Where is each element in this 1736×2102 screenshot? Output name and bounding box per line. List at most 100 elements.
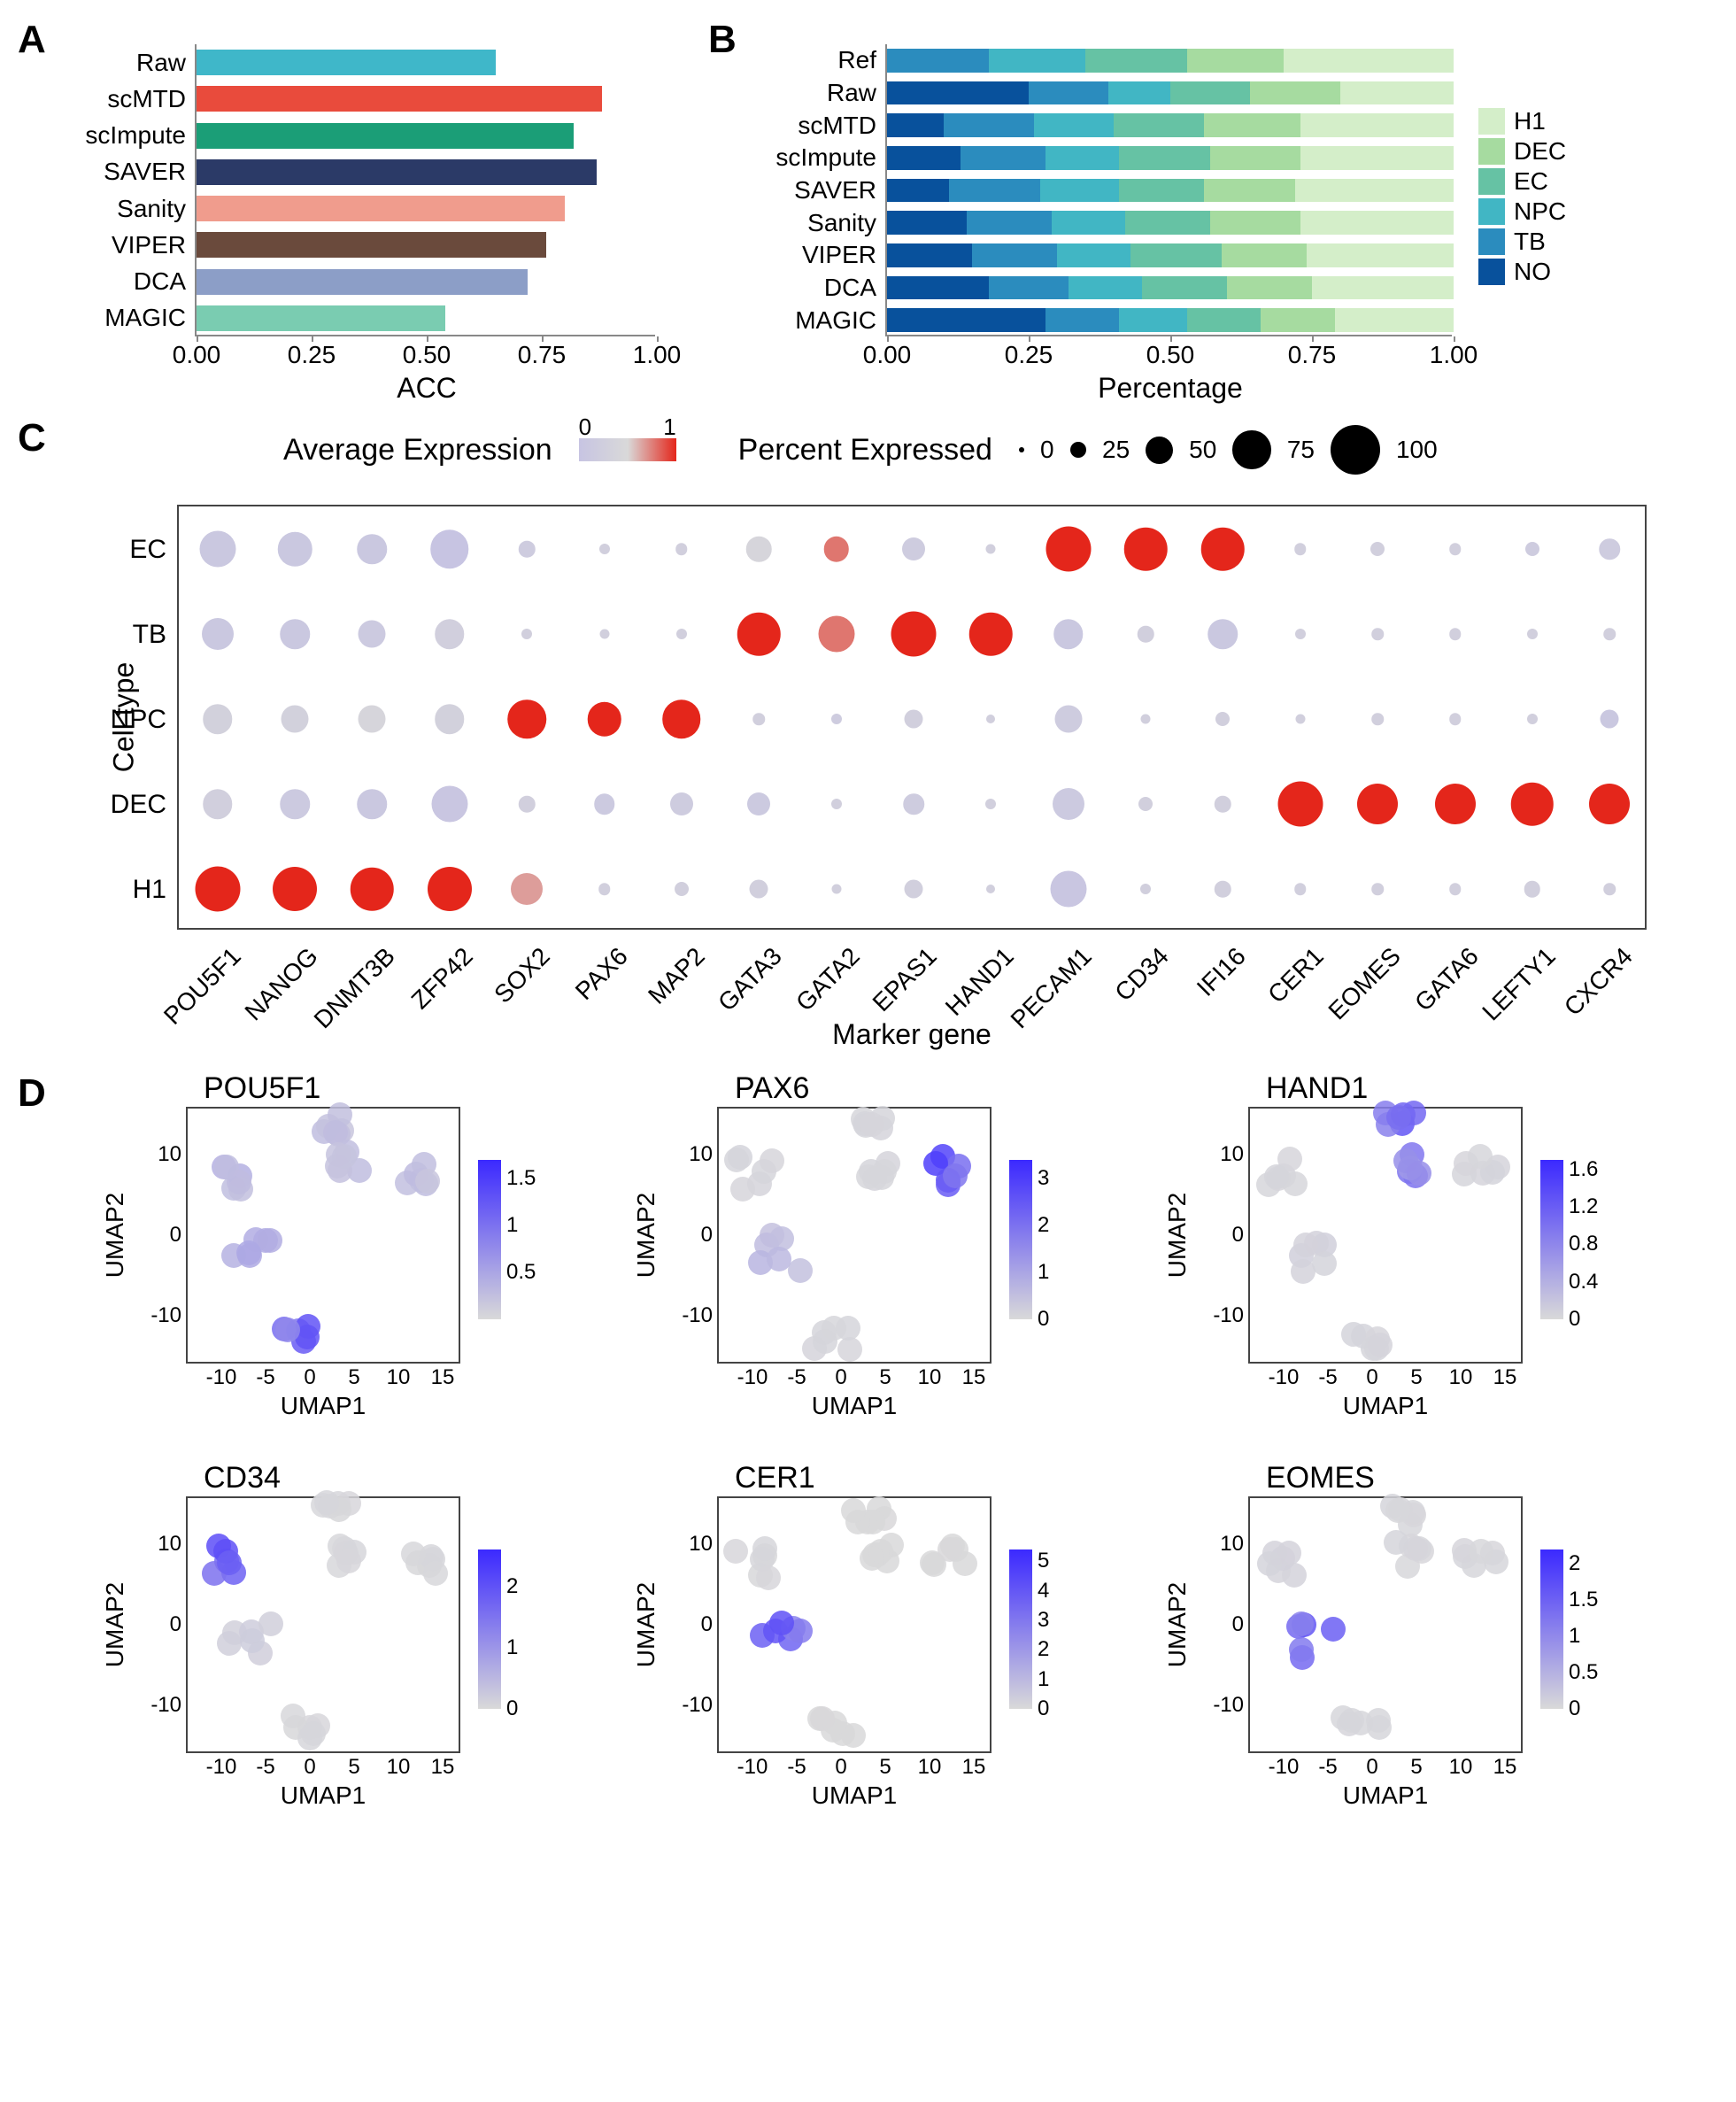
dot-h1-eomes xyxy=(1371,883,1384,895)
colorbar-tick: 0 xyxy=(1038,1696,1049,1721)
ytick: 0 xyxy=(673,1223,713,1248)
umap-ylabel: UMAP2 xyxy=(101,1582,129,1667)
celltype-h1: H1 xyxy=(7,875,166,905)
seg-saver-dec xyxy=(1204,179,1294,202)
xtick: -5 xyxy=(787,1365,806,1390)
size-legend-dot xyxy=(1232,430,1271,469)
bar-raw xyxy=(197,50,496,75)
umap-colorbar xyxy=(478,1549,501,1709)
seg-dca-ec xyxy=(1142,276,1227,299)
ylabel-scmtd: scMTD xyxy=(9,85,186,113)
umap-point xyxy=(810,1706,835,1731)
figure: A ACC RawscMTDscImputeSAVERSanityVIPERDC… xyxy=(18,18,1718,1815)
umap-xlabel: UMAP1 xyxy=(1248,1781,1523,1810)
celltype-npc: NPC xyxy=(7,705,166,735)
seg-magic-tb xyxy=(1045,308,1119,331)
umap-point xyxy=(937,1537,962,1562)
seg-scimpute-npc xyxy=(1045,146,1119,169)
umap-point xyxy=(217,1631,242,1656)
legend-swatch xyxy=(1478,259,1505,285)
avg-expr-tick-0: 0 xyxy=(579,413,591,441)
xtick: -10 xyxy=(206,1365,237,1390)
panel-b-legend: H1DECECNPCTBNO xyxy=(1478,106,1566,287)
umap-point xyxy=(258,1611,283,1636)
colorbar-tick: 1.6 xyxy=(1569,1157,1598,1182)
umap-point xyxy=(724,1148,749,1172)
dot-h1-map2 xyxy=(675,882,689,896)
colorbar-tick: 2 xyxy=(1038,1213,1049,1238)
seg-dca-tb xyxy=(989,276,1069,299)
dot-ec-gata3 xyxy=(746,537,772,562)
seg-sanity-ec xyxy=(1125,211,1210,234)
xtick: 10 xyxy=(918,1365,942,1390)
seg-viper-h1 xyxy=(1307,243,1454,267)
dot-tb-eomes xyxy=(1371,628,1384,640)
panel-d: D POU5F1-10010-10-5051015UMAP2UMAP10.511… xyxy=(18,1071,1718,1815)
ylabel-scmtd: scMTD xyxy=(699,112,876,140)
dot-h1-cxcr4 xyxy=(1604,883,1616,895)
ylabel-saver: SAVER xyxy=(9,158,186,186)
umap-plot xyxy=(717,1496,991,1753)
panel-b-xlabel: Percentage xyxy=(887,372,1454,405)
dot-npc-gata3 xyxy=(753,713,766,725)
dot-dec-gata2 xyxy=(831,799,842,809)
size-legend-dot xyxy=(1019,447,1024,452)
seg-ref-npc xyxy=(989,49,1085,72)
umap-cd34: CD34-10010-10-5051015UMAP2UMAP1012 xyxy=(89,1461,584,1815)
dot-h1-gata3 xyxy=(750,880,768,899)
umap-point xyxy=(1289,1637,1314,1662)
panel-b-plot: Percentage RefRawscMTDscImputeSAVERSanit… xyxy=(885,44,1452,336)
dot-tb-cer1 xyxy=(1295,629,1306,639)
dot-tb-cxcr4 xyxy=(1604,628,1616,640)
xtick: -10 xyxy=(737,1365,768,1390)
dot-npc-eomes xyxy=(1371,713,1384,725)
xtick: -5 xyxy=(787,1755,806,1780)
avg-expr-label: Average Expression xyxy=(283,433,552,468)
umap-point xyxy=(860,1112,884,1137)
xtick: 0.75 xyxy=(1288,341,1337,369)
colorbar-tick: 1.2 xyxy=(1569,1194,1598,1219)
xtick: 15 xyxy=(431,1755,455,1780)
dot-h1-cer1 xyxy=(1294,883,1307,895)
umap-title: HAND1 xyxy=(1266,1071,1368,1106)
umap-ylabel: UMAP2 xyxy=(1163,1193,1192,1278)
ytick: 10 xyxy=(673,1532,713,1557)
dot-tb-dnmt3b xyxy=(359,621,386,648)
umap-point xyxy=(423,1561,448,1586)
dot-tb-pax6 xyxy=(599,630,609,639)
legend-swatch xyxy=(1478,138,1505,165)
umap-xlabel: UMAP1 xyxy=(186,1392,460,1420)
dot-ec-lefty1 xyxy=(1525,542,1539,556)
xtick: -5 xyxy=(256,1755,274,1780)
umap-point xyxy=(1321,1617,1346,1642)
ytick: -10 xyxy=(1204,1303,1244,1328)
dot-ec-pax6 xyxy=(599,544,610,554)
colorbar-tick: 0.5 xyxy=(506,1260,536,1285)
colorbar-tick: 1 xyxy=(1569,1624,1580,1649)
xtick: -10 xyxy=(206,1755,237,1780)
umap-plot xyxy=(717,1107,991,1364)
umap-ylabel: UMAP2 xyxy=(101,1193,129,1278)
umap-point xyxy=(401,1542,426,1566)
xtick: 0.00 xyxy=(863,341,912,369)
panel-c-label: C xyxy=(18,416,46,460)
pct-expr-size-legend: 0255075100 xyxy=(1019,425,1438,475)
ylabel-magic: MAGIC xyxy=(699,306,876,335)
dot-h1-dnmt3b xyxy=(351,868,394,911)
xtick: 0 xyxy=(304,1755,315,1780)
panel-a-plot: ACC RawscMTDscImputeSAVERSanityVIPERDCAM… xyxy=(195,44,655,336)
dot-dec-sox2 xyxy=(519,796,536,813)
dot-dec-hand1 xyxy=(985,799,996,809)
umap-colorbar xyxy=(1540,1549,1563,1709)
xtick: 10 xyxy=(1449,1755,1473,1780)
umap-eomes: EOMES-10010-10-5051015UMAP2UMAP100.511.5… xyxy=(1151,1461,1647,1815)
dot-ec-cer1 xyxy=(1294,543,1307,555)
size-legend-dot xyxy=(1070,442,1087,459)
umap-point xyxy=(1384,1530,1408,1555)
dot-npc-map2 xyxy=(662,699,701,738)
umap-point xyxy=(943,1163,968,1188)
ytick: 10 xyxy=(673,1142,713,1167)
dot-npc-epas1 xyxy=(905,710,923,729)
seg-viper-dec xyxy=(1222,243,1307,267)
legend-item-dec: DEC xyxy=(1478,136,1566,166)
